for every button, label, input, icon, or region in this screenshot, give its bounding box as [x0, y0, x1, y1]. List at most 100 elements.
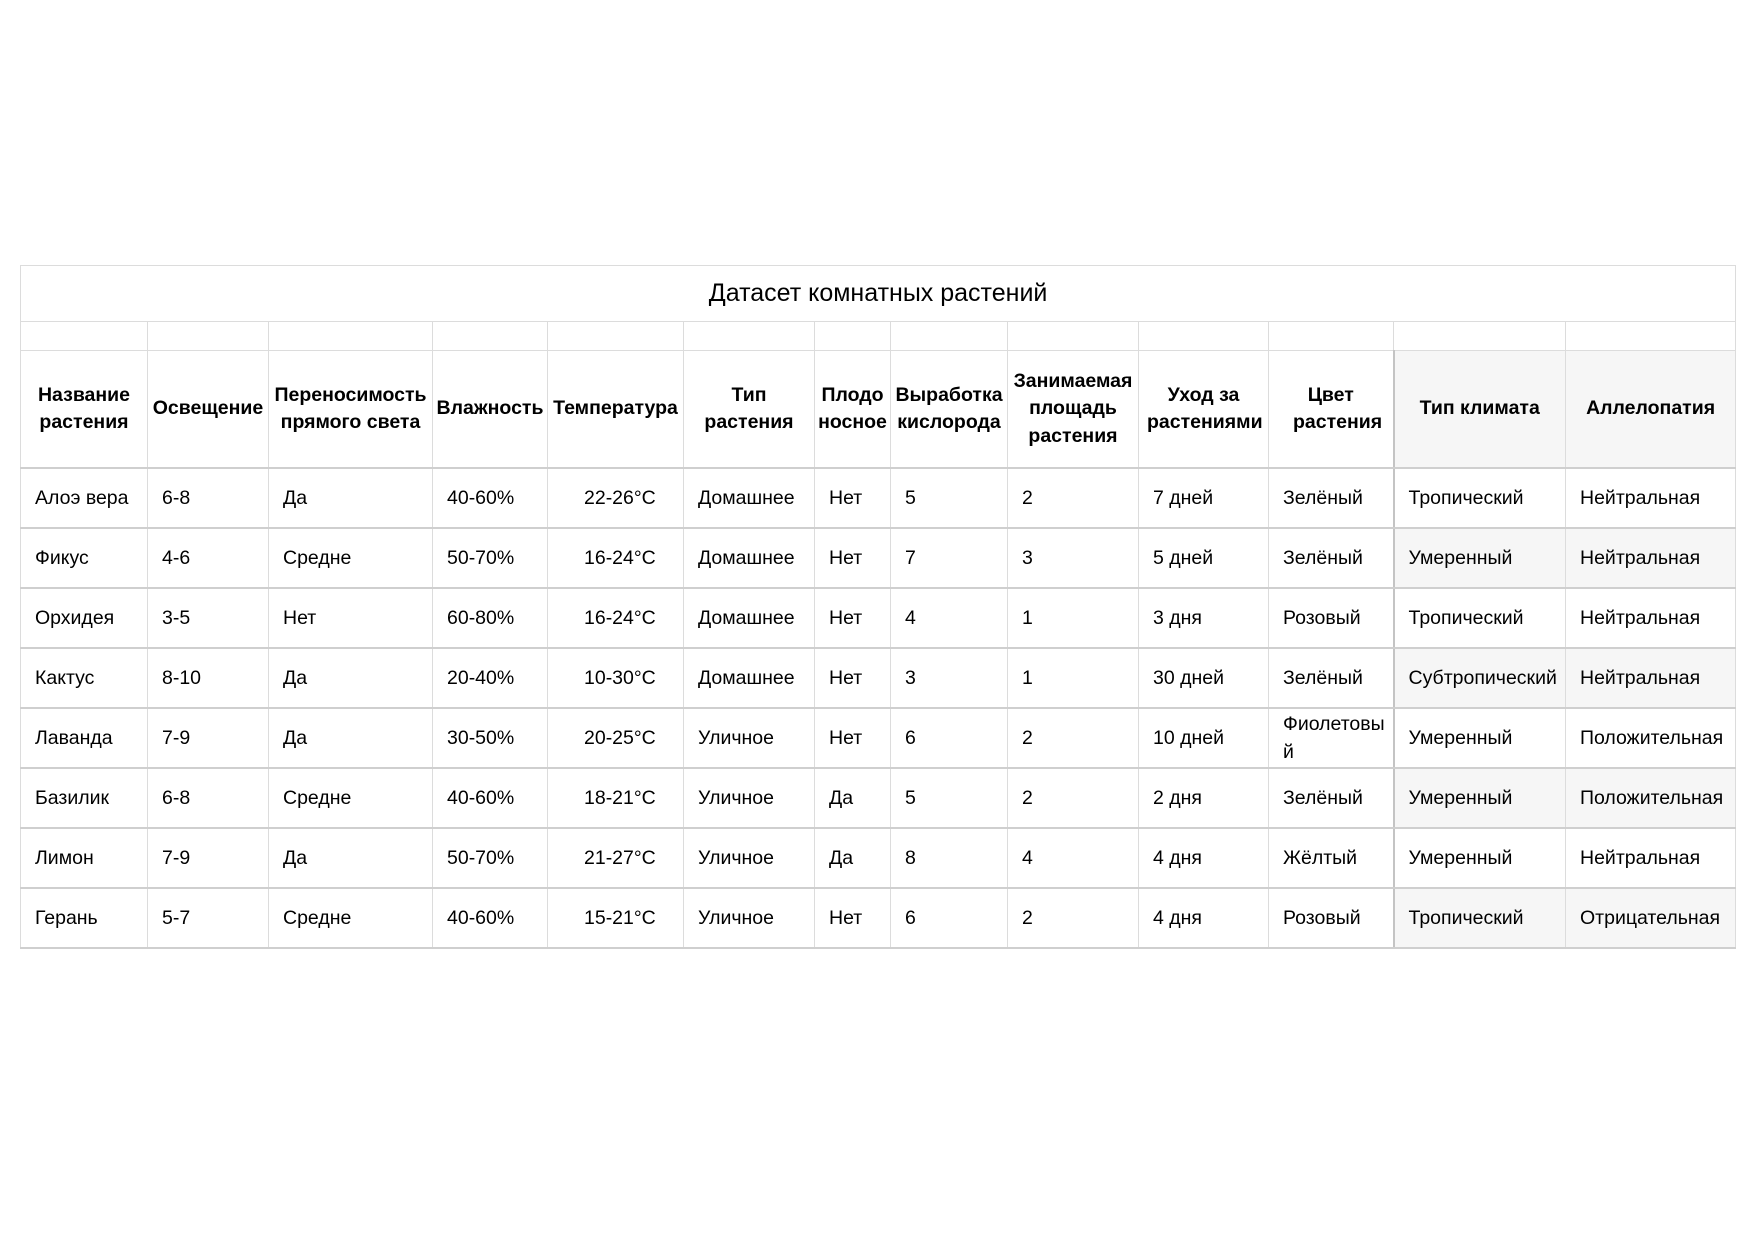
table-cell[interactable]: Зелёный [1268, 767, 1394, 829]
table-cell[interactable]: 10-30°C [547, 647, 684, 709]
table-cell[interactable]: 18-21°C [547, 767, 684, 829]
table-cell[interactable]: Средне [268, 527, 433, 589]
table-cell[interactable]: 4-6 [147, 527, 269, 589]
table-cell[interactable]: 6-8 [147, 467, 269, 529]
empty-cell[interactable] [1138, 321, 1269, 351]
table-cell[interactable]: 8 [890, 827, 1008, 889]
empty-cell[interactable] [1393, 321, 1566, 351]
table-cell[interactable]: 5-7 [147, 887, 269, 949]
table-cell[interactable]: Лаванда [20, 707, 148, 769]
empty-cell[interactable] [683, 321, 815, 351]
table-cell[interactable]: Розовый [1268, 887, 1394, 949]
table-cell[interactable]: 2 [1007, 467, 1139, 529]
table-cell[interactable]: Тропический [1392, 587, 1566, 649]
table-cell[interactable]: 3 [1007, 527, 1139, 589]
table-cell[interactable]: 20-40% [432, 647, 548, 709]
table-cell[interactable]: 5 [890, 767, 1008, 829]
empty-cell[interactable] [1007, 321, 1139, 351]
table-cell[interactable]: Базилик [20, 767, 148, 829]
table-cell[interactable]: 2 [1007, 767, 1139, 829]
table-cell[interactable]: Уличное [683, 767, 815, 829]
column-header[interactable]: Уход за растениями [1138, 350, 1269, 469]
column-header[interactable]: Влажность [432, 350, 548, 469]
table-cell[interactable]: 2 дня [1138, 767, 1269, 829]
table-cell[interactable]: Отрицательная [1564, 887, 1737, 949]
table-cell[interactable]: Тропический [1392, 887, 1566, 949]
table-cell[interactable]: Да [268, 647, 433, 709]
table-cell[interactable]: 21-27°C [547, 827, 684, 889]
table-cell[interactable]: Да [814, 767, 891, 829]
table-cell[interactable]: Да [268, 827, 433, 889]
table-cell[interactable]: 7 дней [1138, 467, 1269, 529]
table-cell[interactable]: 6 [890, 707, 1008, 769]
column-header[interactable]: Цвет растения [1268, 350, 1394, 469]
table-cell[interactable]: Нет [814, 467, 891, 529]
table-cell[interactable]: 30-50% [432, 707, 548, 769]
table-cell[interactable]: Нет [814, 887, 891, 949]
table-cell[interactable]: 10 дней [1138, 707, 1269, 769]
empty-cell[interactable] [20, 321, 148, 351]
table-cell[interactable]: Средне [268, 767, 433, 829]
empty-cell[interactable] [890, 321, 1008, 351]
table-cell[interactable]: 7-9 [147, 827, 269, 889]
table-cell[interactable]: Нет [268, 587, 433, 649]
table-cell[interactable]: Умеренный [1392, 527, 1566, 589]
column-header[interactable]: Температура [547, 350, 684, 469]
table-cell[interactable]: Да [268, 707, 433, 769]
column-header[interactable]: Переносимость прямого света [268, 350, 433, 469]
column-header[interactable]: Тип растения [683, 350, 815, 469]
table-cell[interactable]: 4 дня [1138, 827, 1269, 889]
table-cell[interactable]: 15-21°C [547, 887, 684, 949]
table-cell[interactable]: Нейтральная [1564, 587, 1737, 649]
empty-cell[interactable] [268, 321, 433, 351]
table-cell[interactable]: Розовый [1268, 587, 1394, 649]
table-cell[interactable]: 40-60% [432, 467, 548, 529]
table-cell[interactable]: 20-25°C [547, 707, 684, 769]
column-header[interactable]: Выработка кислорода [890, 350, 1008, 469]
column-header[interactable]: Аллелопатия [1564, 350, 1737, 469]
table-cell[interactable]: Орхидея [20, 587, 148, 649]
table-cell[interactable]: Средне [268, 887, 433, 949]
table-cell[interactable]: 30 дней [1138, 647, 1269, 709]
table-cell[interactable]: Герань [20, 887, 148, 949]
table-cell[interactable]: 50-70% [432, 827, 548, 889]
table-cell[interactable]: 4 [1007, 827, 1139, 889]
table-cell[interactable]: Тропический [1392, 467, 1566, 529]
table-cell[interactable]: Уличное [683, 707, 815, 769]
table-cell[interactable]: 7-9 [147, 707, 269, 769]
table-cell[interactable]: 40-60% [432, 887, 548, 949]
table-cell[interactable]: Зелёный [1268, 647, 1394, 709]
column-header[interactable]: Занимаемая площадь растения [1007, 350, 1139, 469]
table-cell[interactable]: 2 [1007, 887, 1139, 949]
table-cell[interactable]: 3 дня [1138, 587, 1269, 649]
table-cell[interactable]: 6 [890, 887, 1008, 949]
table-cell[interactable]: 3 [890, 647, 1008, 709]
table-cell[interactable]: Умеренный [1392, 767, 1566, 829]
table-cell[interactable]: Зелёный [1268, 467, 1394, 529]
table-cell[interactable]: Положительная [1564, 767, 1737, 829]
column-header[interactable]: Тип климата [1392, 350, 1566, 469]
table-cell[interactable]: Уличное [683, 887, 815, 949]
table-cell[interactable]: Домашнее [683, 527, 815, 589]
empty-cell[interactable] [1268, 321, 1394, 351]
table-cell[interactable]: 22-26°C [547, 467, 684, 529]
table-cell[interactable]: 16-24°C [547, 587, 684, 649]
table-cell[interactable]: 6-8 [147, 767, 269, 829]
table-cell[interactable]: 5 дней [1138, 527, 1269, 589]
sheet-title[interactable]: Датасет комнатных растений [19, 265, 1737, 322]
table-cell[interactable]: 4 дня [1138, 887, 1269, 949]
table-cell[interactable]: Нейтральная [1564, 527, 1737, 589]
table-cell[interactable]: 1 [1007, 647, 1139, 709]
column-header[interactable]: Название растения [20, 350, 148, 469]
table-cell[interactable]: Домашнее [683, 467, 815, 529]
table-cell[interactable]: Жёлтый [1268, 827, 1394, 889]
table-cell[interactable]: Умеренный [1392, 827, 1566, 889]
empty-cell[interactable] [147, 321, 269, 351]
table-cell[interactable]: 4 [890, 587, 1008, 649]
empty-cell[interactable] [1564, 321, 1737, 351]
empty-cell[interactable] [547, 321, 684, 351]
table-cell[interactable]: 40-60% [432, 767, 548, 829]
table-cell[interactable]: Да [814, 827, 891, 889]
table-cell[interactable]: Алоэ вера [20, 467, 148, 529]
table-cell[interactable]: Фиолетовый [1268, 707, 1394, 769]
